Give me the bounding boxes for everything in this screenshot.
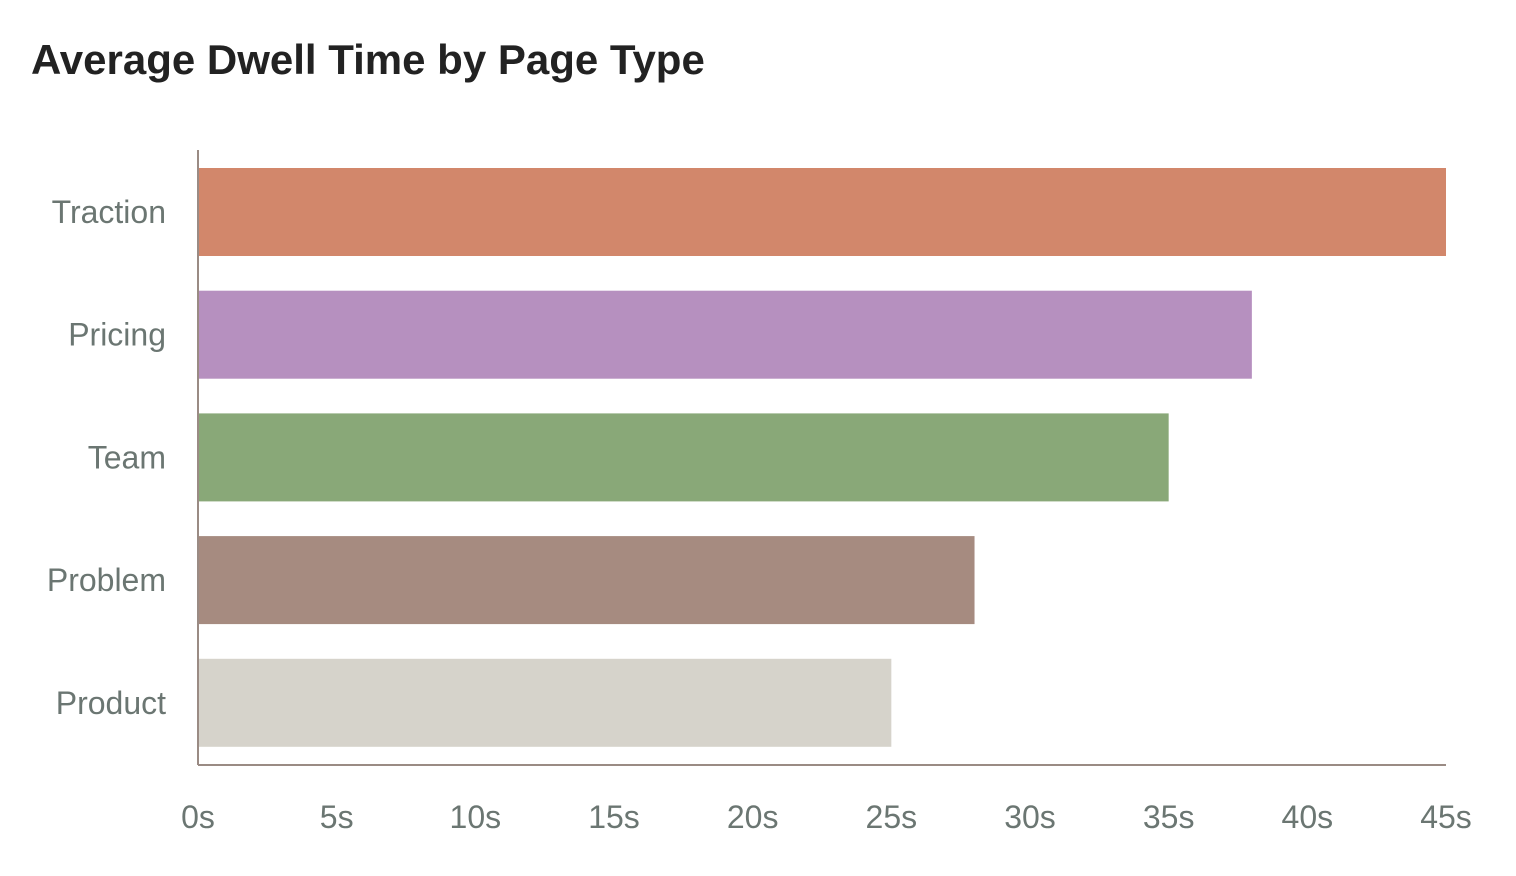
x-tick-label: 40s — [1282, 799, 1334, 835]
category-label-traction: Traction — [52, 194, 166, 230]
x-tick-label: 25s — [866, 799, 918, 835]
chart-title: Average Dwell Time by Page Type — [31, 36, 705, 83]
x-tick-label: 10s — [450, 799, 502, 835]
x-tick-labels: 0s 5s 10s 15s 20s 25s 30s 35s 40s 45s — [181, 799, 1472, 835]
x-tick-label: 20s — [727, 799, 779, 835]
bar-pricing — [198, 290, 1252, 379]
category-label-problem: Problem — [47, 562, 166, 598]
bars-group — [198, 168, 1446, 747]
x-tick-label: 15s — [588, 799, 640, 835]
x-tick-label: 30s — [1004, 799, 1056, 835]
bar-product — [198, 658, 892, 747]
category-label-product: Product — [56, 685, 166, 721]
x-tick-label: 5s — [320, 799, 354, 835]
bar-traction — [198, 168, 1446, 256]
bar-problem — [198, 536, 975, 625]
category-label-team: Team — [88, 439, 166, 475]
x-tick-label: 45s — [1420, 799, 1472, 835]
category-label-pricing: Pricing — [68, 317, 166, 353]
x-tick-label: 35s — [1143, 799, 1195, 835]
bar-team — [198, 413, 1169, 502]
category-labels: Traction Pricing Team Problem Product — [47, 194, 166, 721]
x-tick-label: 0s — [181, 799, 215, 835]
